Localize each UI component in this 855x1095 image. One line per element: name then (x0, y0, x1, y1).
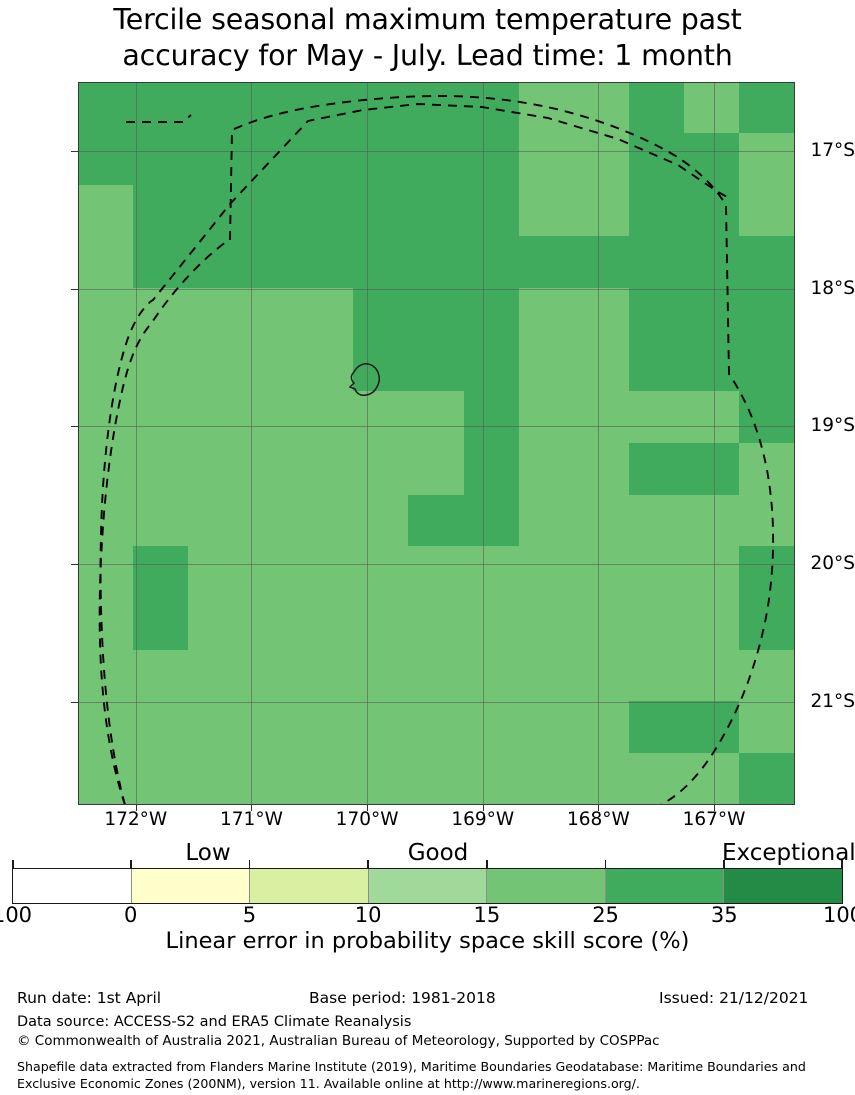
colorbar-segment (605, 869, 725, 903)
colorbar[interactable] (12, 868, 843, 904)
x-axis-tick-mark (367, 805, 369, 811)
y-axis-tick-mark (71, 426, 78, 428)
x-axis-tick-mark (714, 805, 716, 811)
footer-copyright: © Commonwealth of Australia 2021, Austra… (17, 1033, 660, 1049)
gridline-horizontal (78, 150, 795, 152)
colorbar-tick-mark (12, 860, 14, 868)
colorbar-segment (724, 869, 843, 903)
gridline-horizontal (78, 288, 795, 290)
colorbar-tick-label: 35 (710, 903, 738, 927)
gridline-vertical (714, 82, 716, 805)
y-axis-tick-label: 19°S (810, 415, 855, 437)
colorbar-tick-mark (367, 860, 369, 868)
x-axis-tick-label: 167°W (682, 809, 746, 830)
colorbar-axis-label: Linear error in probability space skill … (165, 928, 690, 954)
colorbar-segment (13, 869, 132, 903)
colorbar-tick-mark (604, 860, 607, 868)
x-axis-tick-mark (482, 805, 484, 811)
x-axis-tick-label: 170°W (335, 809, 399, 830)
x-axis-tick-label: 169°W (451, 809, 515, 830)
footer-run-date: Run date: 1st April (17, 989, 162, 1007)
colorbar-tick-label: 10 (354, 903, 382, 927)
footer-shapefile-attribution: Shapefile data extracted from Flanders M… (17, 1059, 806, 1091)
x-axis-tick-mark (135, 805, 137, 811)
footer-issued-date: Issued: 21/12/2021 (659, 989, 809, 1007)
y-axis-tick-mark (71, 564, 78, 565)
colorbar-caption-good: Good (407, 840, 469, 866)
x-axis-tick-label: 172°W (104, 809, 168, 830)
colorbar-tick-label: 15 (473, 903, 501, 927)
gridline-vertical (598, 82, 600, 805)
colorbar-tick-label: 0 (124, 903, 138, 927)
colorbar-tick-mark (723, 860, 726, 868)
gridline-horizontal (78, 701, 795, 703)
y-axis-tick-label: 17°S (810, 139, 855, 161)
colorbar-segment (250, 869, 369, 903)
title-line-2: accuracy for May - July. Lead time: 1 mo… (122, 39, 733, 72)
title-line-1: Tercile seasonal maximum temperature pas… (113, 3, 742, 36)
gridline-vertical (482, 82, 484, 805)
colorbar-tick-label: 25 (592, 903, 619, 927)
x-axis-tick-label: 171°W (220, 809, 283, 830)
colorbar-tick-label: 100 (0, 903, 33, 927)
map-gridlines (78, 82, 795, 805)
footer-data-source: Data source: ACCESS-S2 and ERA5 Climate … (17, 1014, 412, 1030)
colorbar-tick-mark (248, 860, 251, 868)
footer-base-period: Base period: 1981-2018 (309, 989, 496, 1007)
y-axis-tick-label: 20°S (810, 553, 855, 574)
x-axis-tick-mark (598, 805, 600, 811)
colorbar-segment (487, 869, 606, 903)
colorbar-caption-low: Low (185, 840, 231, 866)
y-axis-tick-mark (71, 288, 78, 290)
colorbar-tick-label: 100 (822, 903, 855, 927)
colorbar-tick-mark (129, 860, 132, 868)
y-axis-tick-mark (71, 150, 78, 152)
colorbar-tick-mark (486, 860, 488, 868)
y-axis-tick-label: 21°S (810, 690, 855, 712)
y-axis-tick-mark (71, 701, 78, 703)
page-title: Tercile seasonal maximum temperature pas… (0, 2, 855, 74)
colorbar-segment (131, 869, 251, 903)
colorbar-segment (368, 869, 488, 903)
colorbar-caption-exceptional: Exceptional (722, 840, 855, 866)
gridline-horizontal (78, 564, 795, 565)
colorbar-tick-label: 5 (242, 903, 257, 927)
gridline-vertical (251, 82, 253, 805)
gridline-vertical (367, 82, 369, 805)
gridline-vertical (135, 82, 137, 805)
y-axis-tick-label: 18°S (810, 277, 855, 299)
x-axis-tick-mark (251, 805, 253, 811)
heatmap-plot-area (78, 82, 795, 805)
x-axis-tick-label: 168°W (566, 809, 630, 830)
colorbar-tick-mark (841, 860, 843, 868)
gridline-horizontal (78, 426, 795, 428)
